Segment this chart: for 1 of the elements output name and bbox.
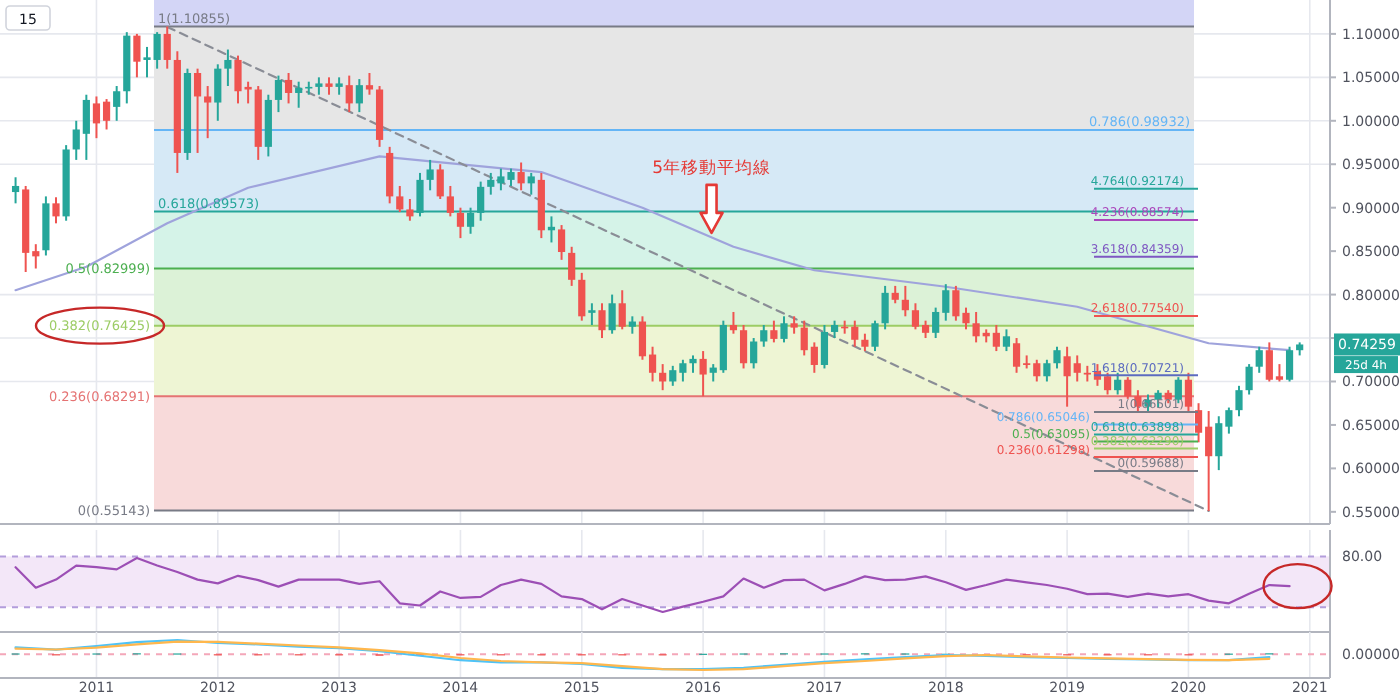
annotation: 5年移動平均線 (652, 156, 771, 179)
